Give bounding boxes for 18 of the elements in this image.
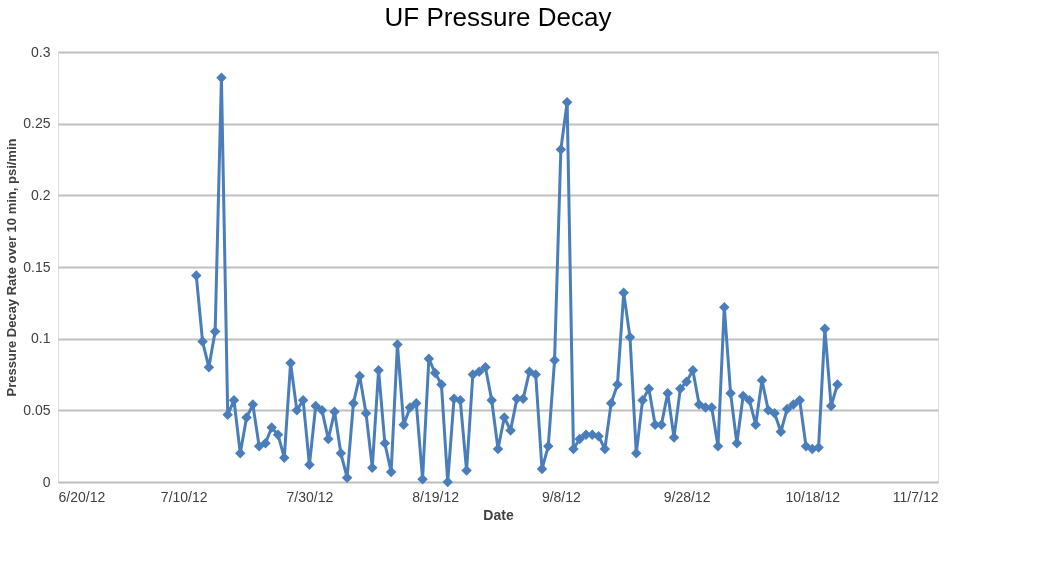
y-tick-label: 0.05	[23, 401, 51, 418]
y-tick-label: 0.15	[23, 258, 51, 275]
x-tick-label: 6/20/12	[58, 488, 106, 505]
chart-title: UF Pressure Decay	[384, 2, 612, 32]
x-tick-label: 7/30/12	[286, 488, 334, 505]
x-tick-label: 8/19/12	[412, 488, 460, 505]
x-tick-label: 9/8/12	[541, 488, 582, 505]
y-tick-label: 0.1	[31, 330, 51, 347]
x-tick-label: 7/10/12	[160, 488, 208, 505]
x-tick-label: 9/28/12	[663, 488, 711, 505]
x-axis-title: Date	[483, 506, 514, 523]
y-tick-label: 0.2	[31, 186, 51, 203]
y-tick-label: 0.25	[23, 115, 51, 132]
x-tick-label: 11/7/12	[892, 488, 939, 505]
y-axis-title: Pressure Decay Rate over 10 min, psi/min	[4, 138, 20, 397]
y-tick-label: 0	[42, 473, 51, 490]
y-tick-label: 0.3	[31, 43, 51, 60]
x-tick-label: 10/18/12	[785, 488, 841, 505]
